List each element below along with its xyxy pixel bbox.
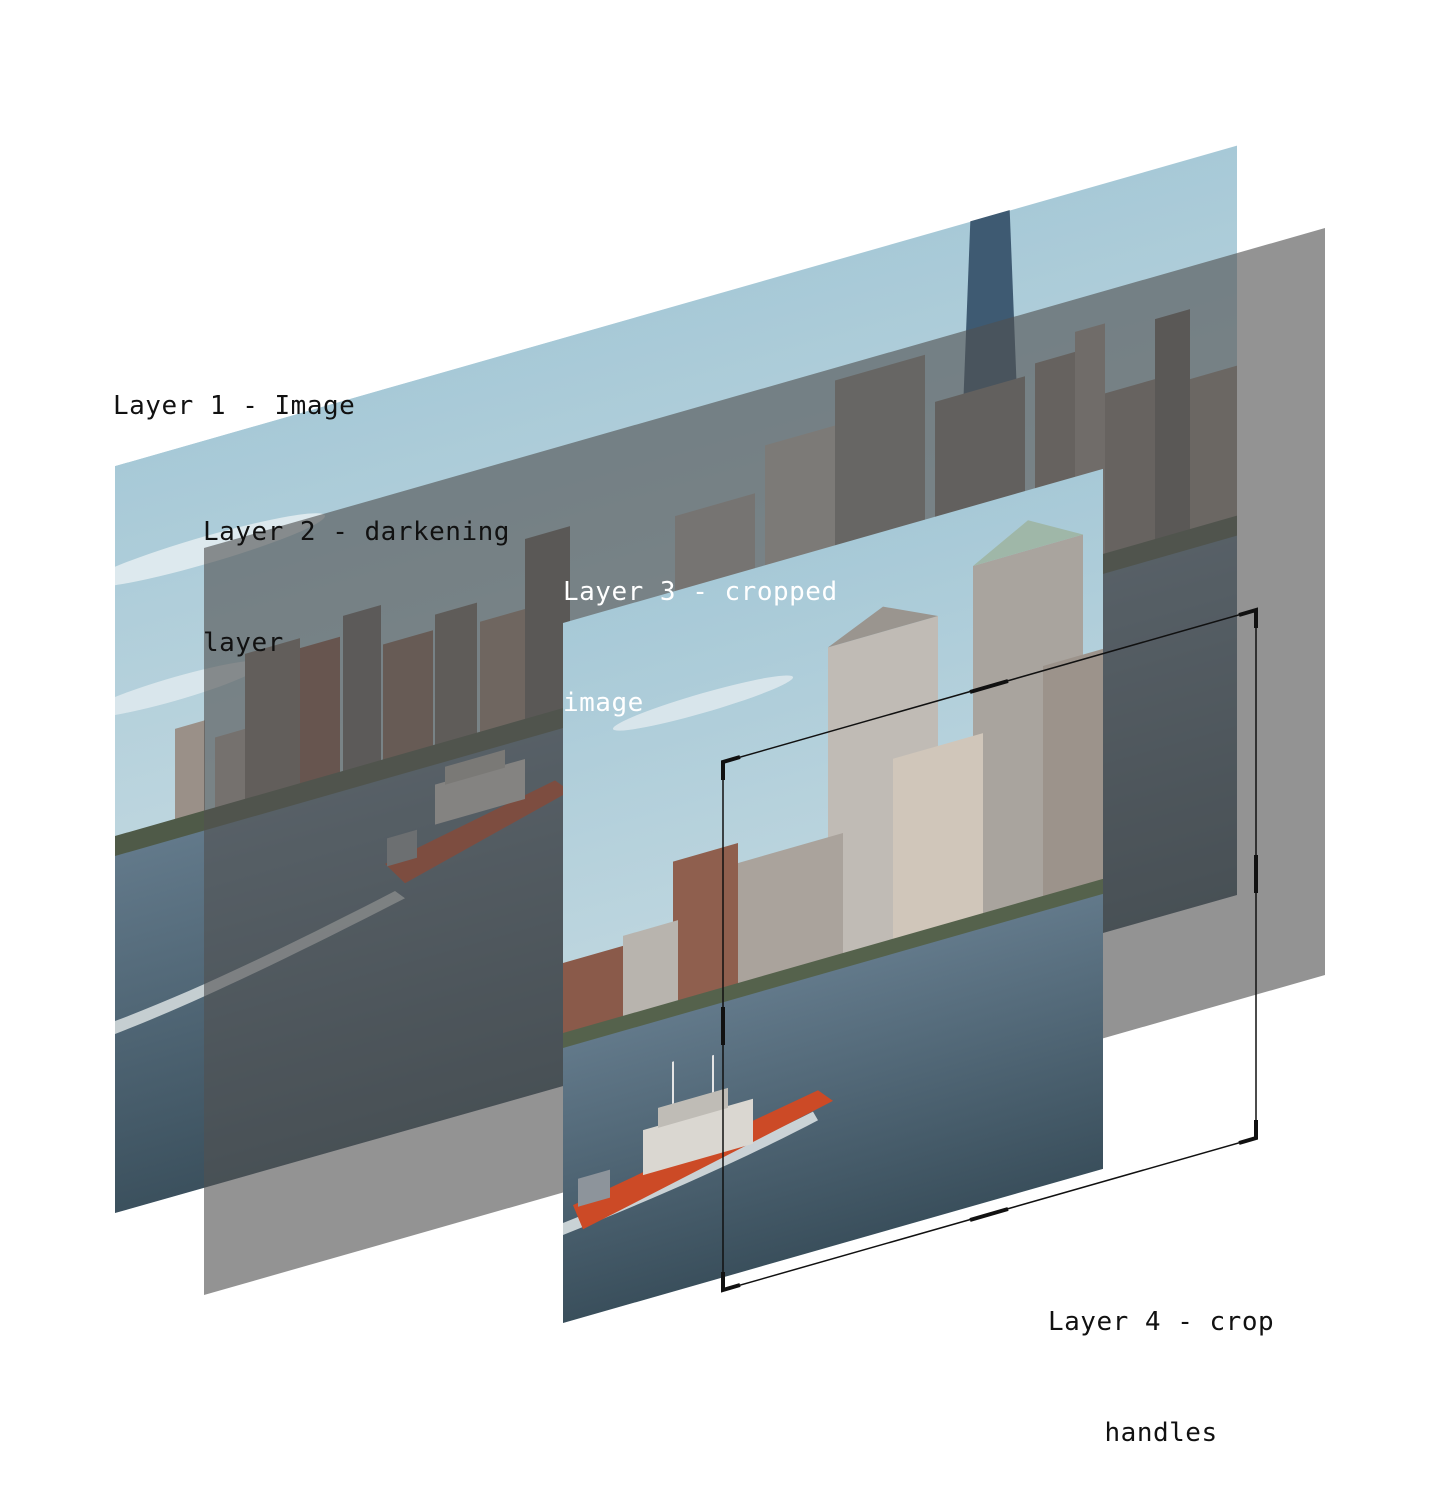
crop-handle-bottom-mid bbox=[969, 1207, 1009, 1222]
layer4-label-line2: handles bbox=[1104, 1418, 1218, 1448]
crop-handle-top-mid bbox=[969, 679, 1009, 694]
layer4-crop-handles bbox=[721, 607, 1258, 1293]
layer2-label-line2: layer bbox=[203, 628, 284, 658]
crop-handle-top-right bbox=[1238, 607, 1258, 628]
crop-handle-top-left bbox=[721, 755, 741, 780]
layer2-label: Layer 2 - darkening layer bbox=[203, 440, 510, 699]
crop-handle-bottom-right bbox=[1238, 1120, 1258, 1145]
layer-stack-diagram bbox=[115, 145, 1325, 1323]
crop-handle-bottom-left bbox=[721, 1272, 741, 1293]
layer3-label-line2: image bbox=[563, 688, 644, 718]
layer1-label: Layer 1 - Image bbox=[113, 314, 355, 462]
layer3-cropped-image bbox=[563, 468, 1103, 1323]
layer4-label: Layer 4 - crop handles bbox=[1048, 1230, 1274, 1489]
layer3-label-line1: Layer 3 - cropped bbox=[563, 577, 838, 607]
layer1-label-line1: Layer 1 - Image bbox=[113, 391, 356, 421]
layer4-label-line1: Layer 4 - crop bbox=[1048, 1307, 1275, 1337]
layer3-label: Layer 3 - cropped image bbox=[563, 500, 838, 759]
layer2-label-line1: Layer 2 - darkening bbox=[203, 517, 510, 547]
